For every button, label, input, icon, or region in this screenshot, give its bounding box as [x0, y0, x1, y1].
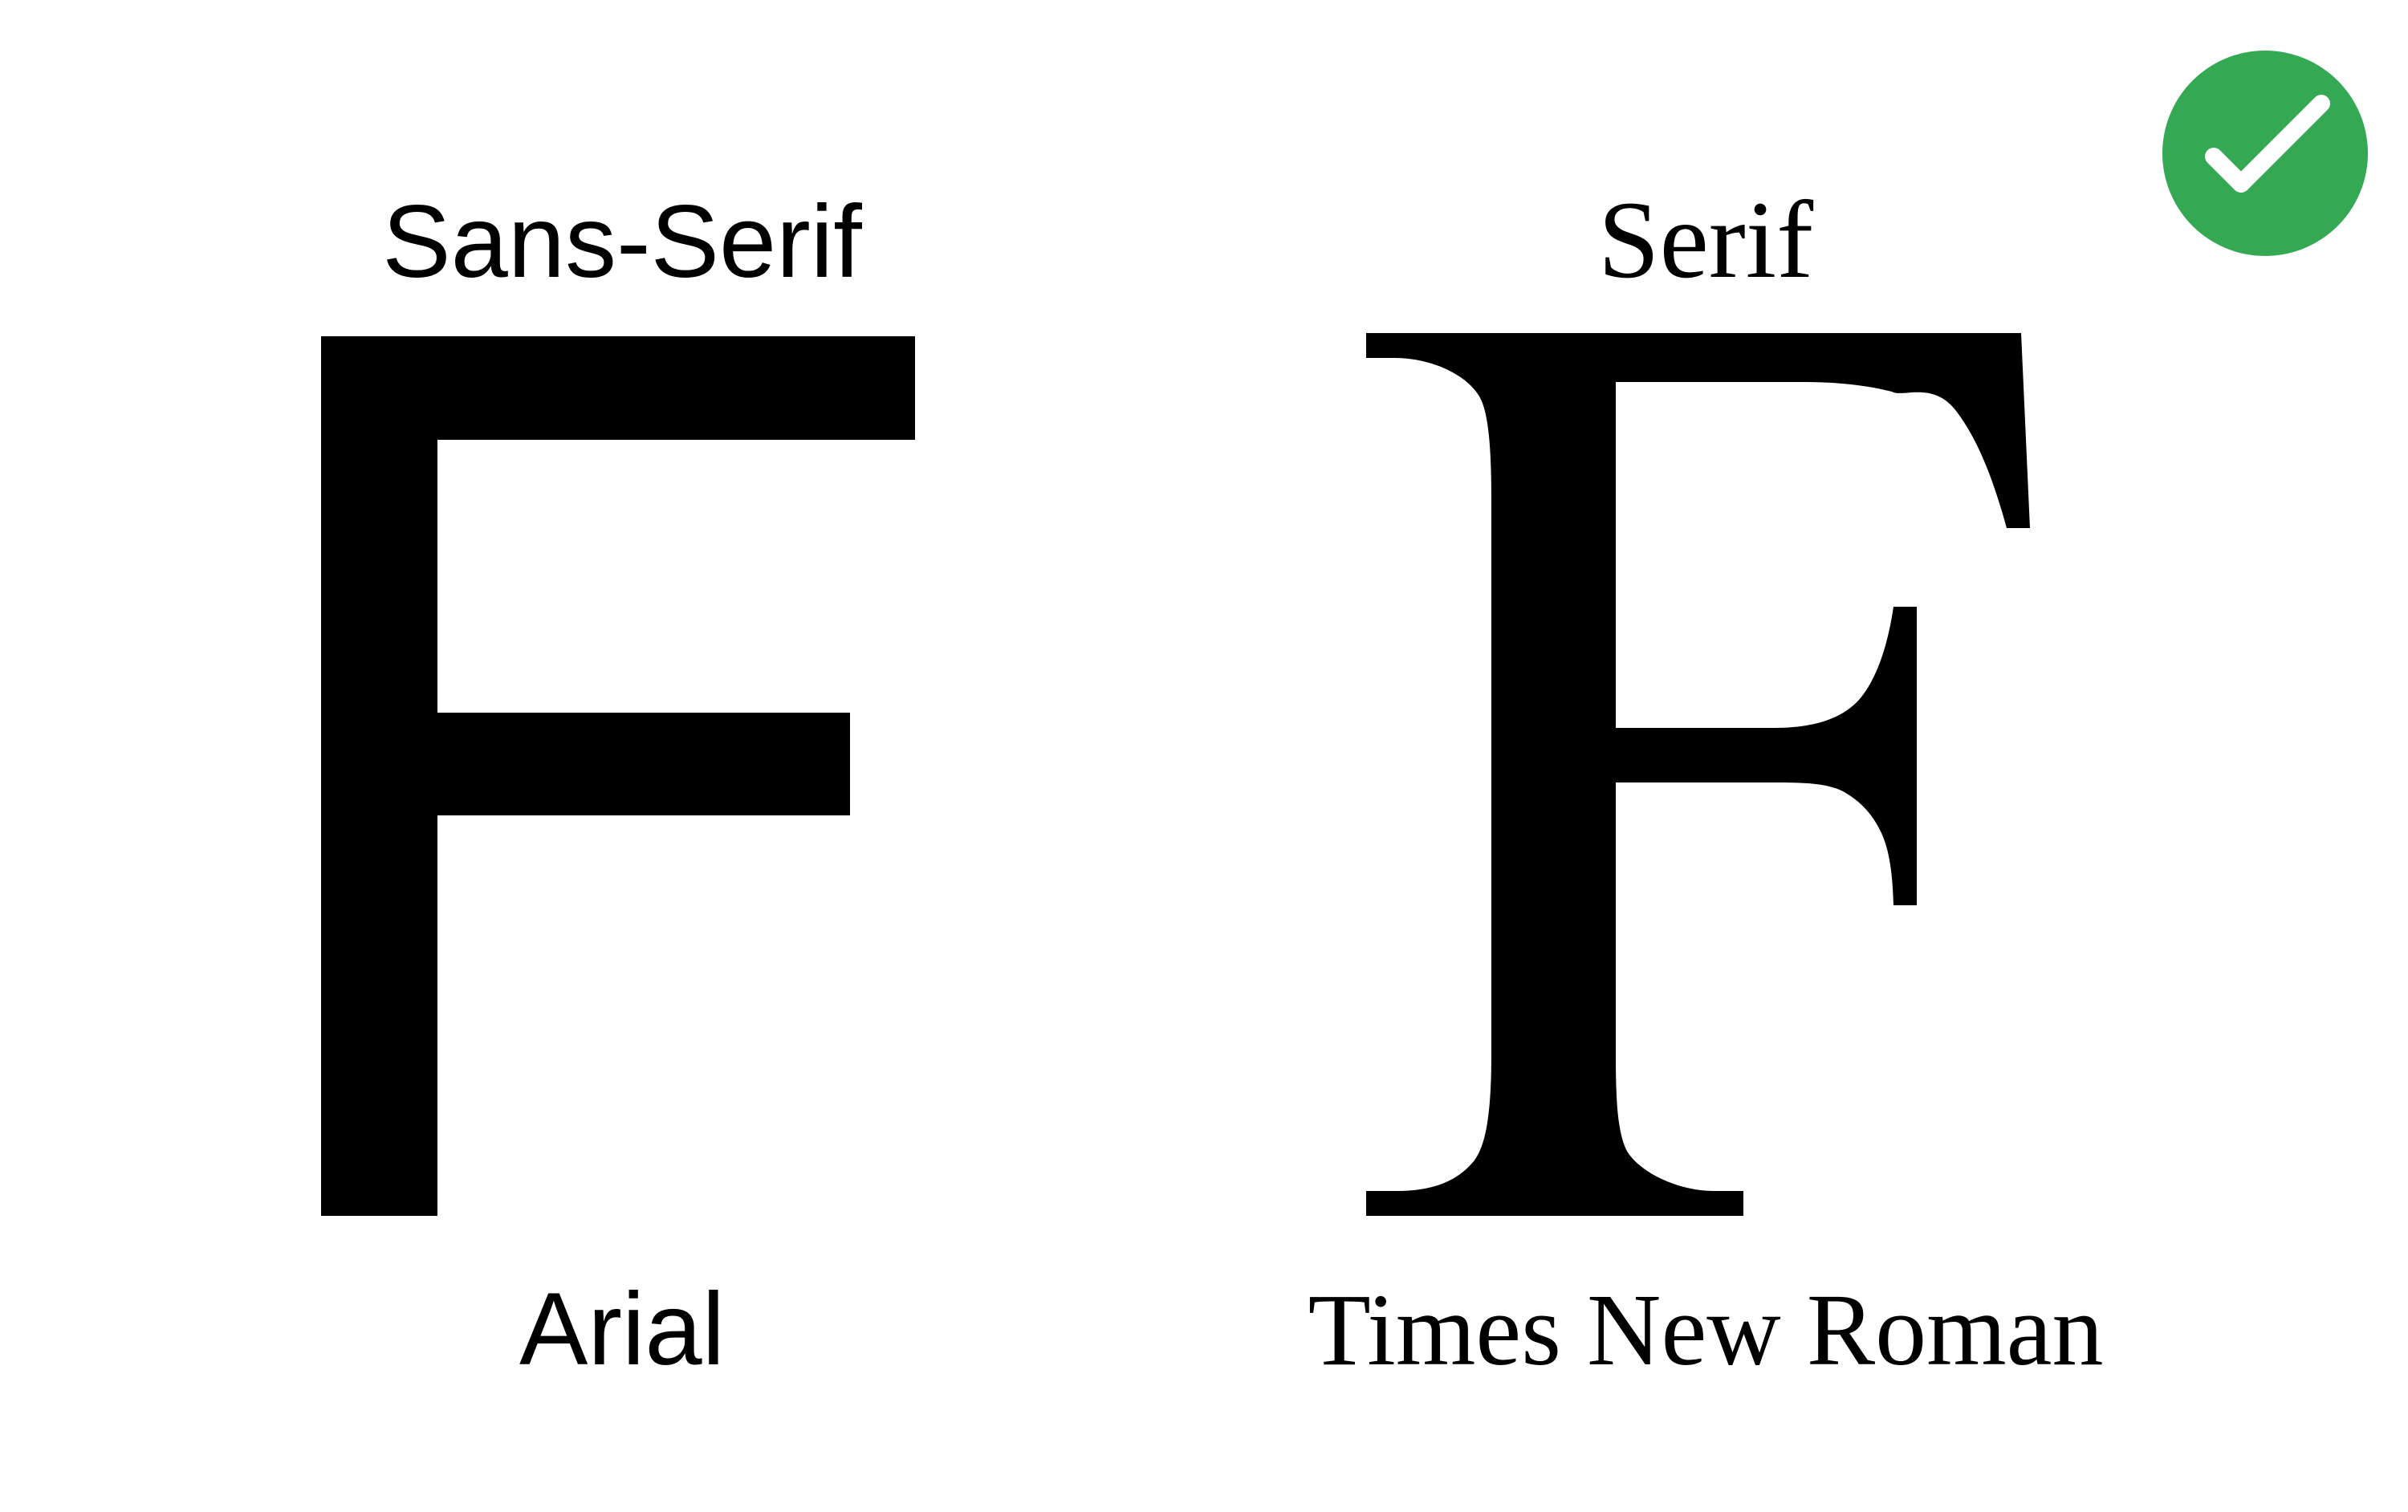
check-badge [2162, 51, 2368, 256]
serif-f-glyph [1366, 333, 2030, 1216]
sans-serif-heading: Sans-Serif [382, 185, 862, 299]
times-new-roman-font-label: Times New Roman [1308, 1273, 2104, 1387]
checkmark-icon [2205, 95, 2330, 193]
sans-serif-panel: Sans-Serif Arial [321, 185, 915, 1387]
serif-panel: Serif Times New Roman [1308, 178, 2104, 1387]
sans-serif-f-glyph [321, 336, 915, 1216]
serif-heading: Serif [1598, 178, 1813, 301]
arial-font-label: Arial [519, 1272, 725, 1387]
